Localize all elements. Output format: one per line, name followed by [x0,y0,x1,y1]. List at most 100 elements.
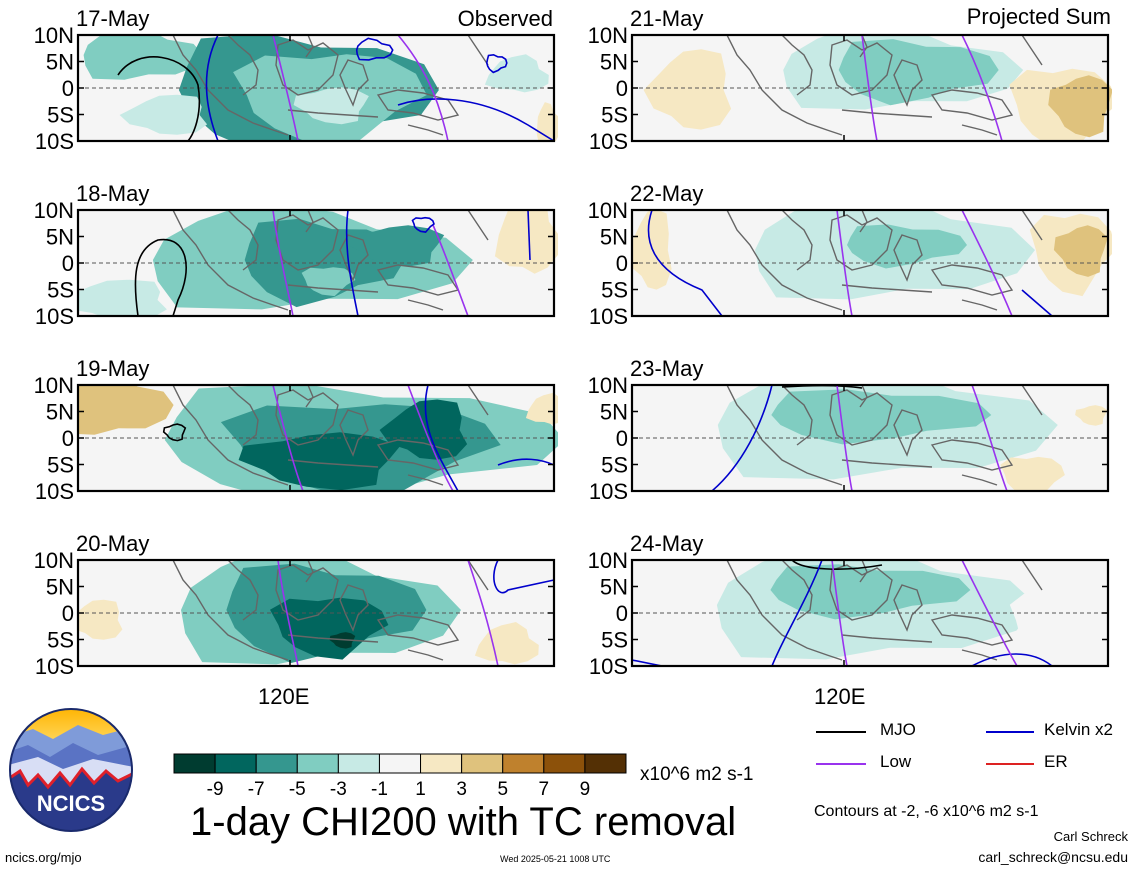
coastline [1021,35,1043,66]
coastline [467,35,489,66]
contour-line [485,53,508,74]
observed-subtitle: Observed [457,6,553,31]
coastline [893,409,923,457]
lat-tick-label: 10N [34,548,74,573]
contour-line [836,385,853,491]
lat-tick-label: 5S [47,278,74,303]
contour-line [647,210,723,316]
contour-line [134,238,187,316]
coastline [305,560,314,583]
contour-line [411,216,435,233]
legend-line-er [986,763,1034,765]
field-shading [1075,405,1108,426]
field-shading [525,392,558,425]
coastline [376,89,460,121]
coastline [859,210,868,233]
contour-line [861,35,878,141]
colorbar-units: x10^6 m2 s-1 [640,764,754,785]
lat-tick-label: 5S [47,453,74,478]
contour-line [771,560,823,666]
contour-line [407,385,454,491]
coastline [467,385,489,416]
lat-tick-label: 10S [589,654,628,679]
coastline [275,389,339,446]
coastline [930,264,1014,296]
lat-tick-label: 5N [600,575,628,600]
coastline [275,39,339,96]
legend-line-mjo [816,731,866,733]
coastline [172,560,289,661]
panel-date: 23-May [630,356,703,381]
colorbar-label: -9 [207,779,224,800]
field-shading [78,385,174,435]
field-shading [643,49,732,130]
coastline [781,385,813,446]
panel-date: 20-May [76,531,149,556]
contour-line [355,37,394,61]
field-shading [484,54,549,93]
coastline [829,39,893,96]
site-link[interactable]: ncics.org/mjo [5,850,82,865]
coastline [407,649,444,661]
panel-date: 24-May [630,531,703,556]
contour-line [397,35,449,141]
field-shading [770,564,971,620]
coastline [1021,210,1043,241]
coastline [859,385,868,408]
colorbar-swatch [255,753,298,774]
coastline [172,35,289,136]
coastline [961,474,998,486]
author-email[interactable]: carl_schreck@ncsu.edu [978,849,1128,865]
contour-line [345,210,359,316]
coastline [407,299,444,311]
lat-tick-label: 5N [600,50,628,75]
lat-tick-label: 0 [616,601,628,626]
contour-line [961,210,1013,316]
field-shading [347,225,445,267]
contour-line [527,210,531,261]
lat-tick-label: 5N [600,225,628,250]
lat-tick-label: 5N [46,225,74,250]
coastline [287,459,379,468]
lat-tick-label: 10N [34,198,74,223]
coastline [961,299,998,311]
colorbar-label: 3 [456,779,467,800]
coastline [841,459,933,468]
lat-tick-label: 10S [589,129,628,154]
legend-line-low [816,763,866,765]
field-shading [1048,75,1112,138]
lat-tick-label: 5S [601,278,628,303]
coastline [781,560,813,621]
logo-text: NCICS [37,791,105,816]
lat-tick-label: 5N [46,400,74,425]
contour-line [971,653,1053,666]
contour-line [831,560,848,666]
contours-note: Contours at -2, -6 x10^6 m2 s-1 [814,803,1039,820]
coastline [841,284,933,293]
lat-tick-label: 10N [588,548,628,573]
lon-label-right: 120E [814,684,866,709]
colorbar-label: 7 [539,779,550,800]
coastline [227,210,259,271]
coastline [893,59,923,107]
coastline [930,614,1014,646]
lat-tick-label: 0 [62,601,74,626]
coastline [726,210,843,311]
coastline [287,634,379,643]
lat-tick-label: 5S [601,103,628,128]
coastline [287,109,379,118]
lat-tick-label: 10S [35,654,74,679]
panel-date: 17-May [76,6,149,31]
contour-line [493,560,555,594]
coastline [305,35,314,58]
field-shading [78,599,123,640]
lat-tick-label: 10S [35,479,74,504]
coastline [339,584,369,632]
field-shading [847,224,967,269]
coastline [893,584,923,632]
lat-tick-label: 5S [47,628,74,653]
coastline [407,124,444,136]
